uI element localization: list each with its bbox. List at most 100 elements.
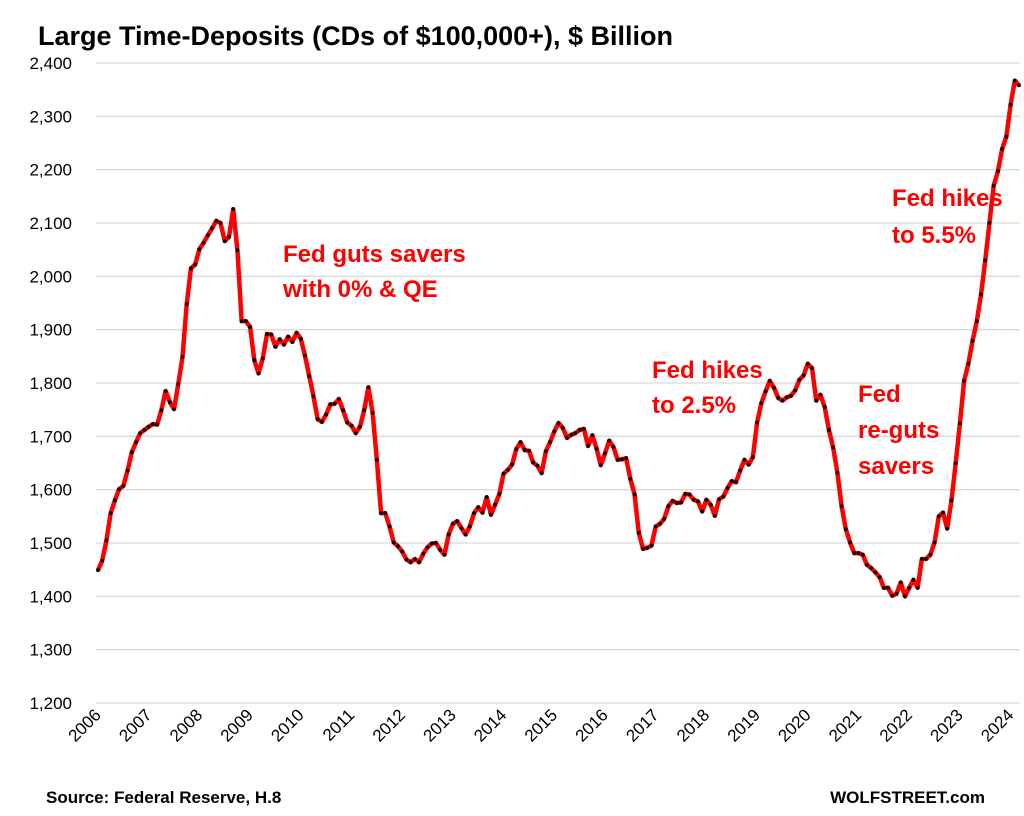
data-point bbox=[438, 548, 443, 552]
data-point bbox=[370, 410, 375, 415]
data-point bbox=[603, 451, 607, 456]
data-point bbox=[653, 524, 658, 529]
data-point bbox=[493, 502, 498, 507]
data-point bbox=[497, 492, 502, 496]
data-point bbox=[919, 557, 924, 561]
x-tick-label: 2024 bbox=[977, 705, 1017, 745]
annotation-text: with 0% & QE bbox=[282, 276, 438, 303]
data-point bbox=[425, 545, 430, 550]
data-point bbox=[974, 319, 979, 324]
data-point bbox=[129, 450, 134, 455]
data-point bbox=[750, 455, 755, 460]
x-tick-label: 2017 bbox=[622, 705, 662, 745]
y-tick-label: 2,200 bbox=[29, 161, 72, 180]
y-tick-label: 2,400 bbox=[29, 54, 72, 73]
data-point bbox=[349, 423, 354, 428]
data-point bbox=[336, 397, 341, 401]
data-point bbox=[827, 428, 831, 432]
data-point bbox=[987, 221, 992, 225]
data-point bbox=[962, 378, 967, 383]
data-point bbox=[658, 521, 662, 526]
data-point bbox=[881, 585, 886, 590]
data-point bbox=[277, 337, 282, 342]
data-point bbox=[193, 262, 198, 267]
data-point bbox=[780, 398, 785, 403]
data-point bbox=[374, 457, 379, 462]
data-point bbox=[155, 422, 160, 427]
x-tick-label: 2016 bbox=[572, 705, 612, 745]
data-point bbox=[831, 445, 836, 450]
data-point bbox=[632, 492, 637, 497]
y-tick-label: 2,000 bbox=[29, 267, 72, 286]
data-point bbox=[598, 463, 603, 468]
data-point bbox=[894, 591, 899, 596]
data-point bbox=[408, 560, 413, 565]
data-point bbox=[543, 449, 548, 454]
data-point bbox=[932, 540, 937, 545]
data-point bbox=[979, 292, 983, 297]
data-point bbox=[167, 400, 172, 405]
data-point bbox=[577, 428, 582, 432]
data-point bbox=[324, 412, 329, 417]
data-point bbox=[417, 560, 421, 565]
data-point bbox=[412, 557, 417, 561]
data-point bbox=[860, 552, 865, 557]
data-point bbox=[1000, 146, 1005, 151]
data-point bbox=[210, 226, 214, 231]
data-point bbox=[205, 233, 210, 238]
x-tick-label: 2008 bbox=[166, 705, 206, 745]
annotation-text: to 2.5% bbox=[652, 392, 736, 419]
data-point bbox=[451, 521, 455, 526]
data-point bbox=[645, 545, 650, 550]
y-tick-label: 1,200 bbox=[29, 694, 72, 713]
data-point bbox=[611, 445, 616, 449]
data-point bbox=[100, 558, 105, 563]
data-point bbox=[290, 340, 295, 344]
data-point bbox=[505, 468, 510, 472]
data-point bbox=[835, 470, 840, 475]
x-tick-label: 2018 bbox=[673, 705, 713, 745]
data-point bbox=[269, 332, 274, 337]
source-note: Source: Federal Reserve, H.8 bbox=[46, 788, 281, 807]
data-point bbox=[746, 462, 751, 467]
y-tick-label: 1,600 bbox=[29, 481, 72, 500]
data-point bbox=[767, 378, 772, 383]
data-point bbox=[404, 557, 409, 562]
data-point bbox=[151, 422, 155, 426]
y-tick-label: 1,700 bbox=[29, 427, 72, 446]
data-point bbox=[674, 501, 679, 505]
data-point bbox=[345, 420, 350, 425]
data-point bbox=[442, 552, 447, 557]
data-point bbox=[700, 509, 705, 514]
data-point bbox=[991, 183, 996, 188]
data-point bbox=[227, 234, 231, 239]
data-point bbox=[886, 585, 890, 590]
data-point bbox=[172, 407, 176, 412]
data-point bbox=[282, 342, 286, 347]
data-point bbox=[556, 421, 561, 425]
data-point bbox=[142, 428, 147, 432]
data-point bbox=[184, 302, 189, 306]
data-point bbox=[1004, 134, 1009, 139]
data-point bbox=[243, 319, 248, 324]
data-point bbox=[341, 408, 345, 413]
data-point bbox=[231, 207, 236, 212]
data-point bbox=[159, 408, 164, 413]
data-point bbox=[218, 221, 223, 225]
data-point bbox=[1012, 78, 1017, 83]
data-point bbox=[615, 457, 620, 462]
y-tick-label: 1,400 bbox=[29, 587, 72, 606]
data-point bbox=[446, 532, 451, 537]
data-point bbox=[527, 448, 531, 453]
data-point bbox=[581, 426, 586, 431]
data-point bbox=[708, 502, 713, 507]
x-tick-label: 2014 bbox=[470, 705, 510, 745]
data-point bbox=[907, 585, 912, 590]
y-axis-ticks: 1,200 1,300 1,400 1,500 1,600 1,700 1,800 1,900… bbox=[29, 54, 72, 713]
data-point bbox=[332, 401, 337, 406]
data-point bbox=[480, 510, 485, 515]
data-point bbox=[793, 388, 798, 393]
data-point bbox=[565, 436, 569, 440]
data-point bbox=[843, 527, 848, 532]
